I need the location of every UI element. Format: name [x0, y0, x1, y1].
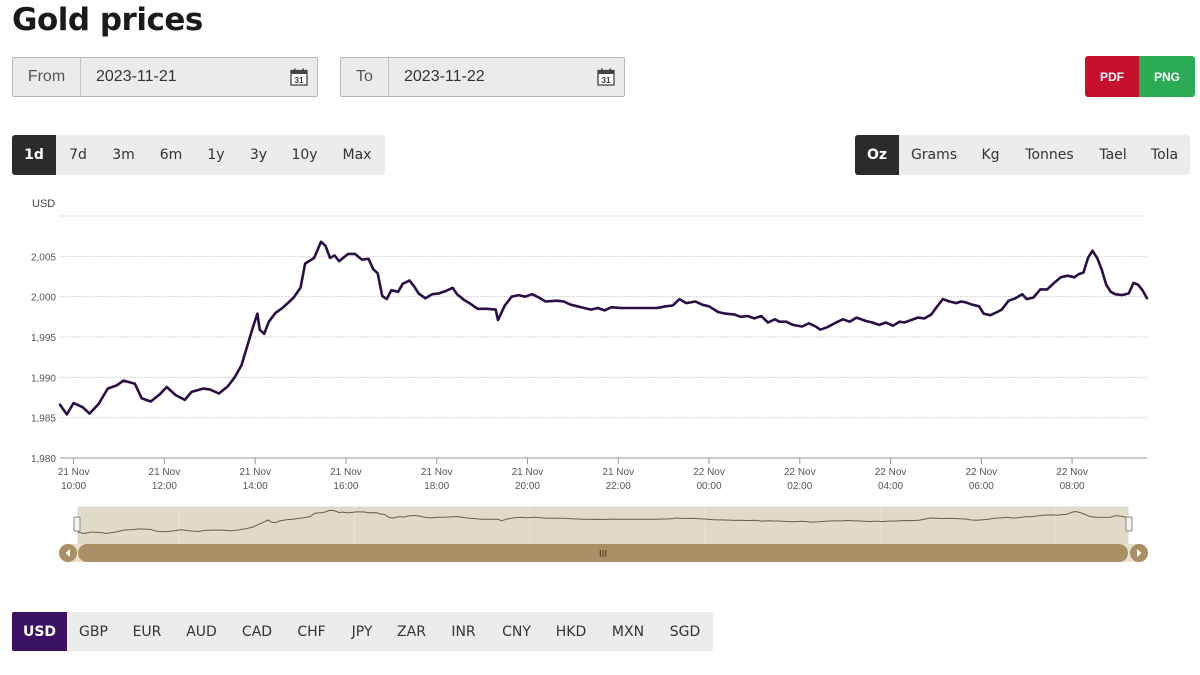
currency-jpy-button[interactable]: JPY — [351, 623, 373, 640]
price-chart: USD 1,980 1,985 1,990 1,995 2,000 2,005 21 No… — [31, 198, 1149, 562]
currency-usd-button[interactable]: USD — [12, 612, 67, 651]
currency-chf-button[interactable]: CHF — [297, 623, 326, 640]
unit-tael-button[interactable]: Tael — [1099, 147, 1127, 163]
unit-kg-button[interactable]: Kg — [981, 147, 1000, 163]
x-axis: 21 Nov 10:00 21 Nov 12:00 21 Nov 14:00 21 Nov 1… — [58, 458, 1088, 492]
y-tick-label: 1,985 — [31, 414, 56, 425]
from-date-value: 2023-11-21 — [96, 68, 177, 85]
y-tick-label: 2,005 — [31, 252, 56, 263]
unit-grams-button[interactable]: Grams — [910, 147, 958, 163]
x-tick-time: 20:00 — [515, 481, 540, 492]
range-7d-button[interactable]: 7d — [69, 147, 87, 163]
currency-aud-button[interactable]: AUD — [186, 623, 217, 640]
range-6m-button[interactable]: 6m — [159, 147, 183, 163]
navigator-series-line — [77, 509, 1129, 535]
pdf-export-button[interactable]: PDF — [1085, 56, 1139, 97]
from-label: From — [13, 58, 81, 96]
arrow-left-icon[interactable] — [59, 544, 77, 562]
range-3y-button[interactable]: 3y — [249, 147, 268, 163]
navigator-gridlines — [178, 507, 1057, 546]
x-tick-time: 12:00 — [152, 481, 177, 492]
scrollbar-grip: III — [599, 549, 607, 560]
currency-eur-button[interactable]: EUR — [132, 623, 162, 640]
x-tick-date: 22 Nov — [965, 467, 997, 478]
currency-cad-button[interactable]: CAD — [241, 623, 273, 640]
x-tick-time: 08:00 — [1060, 481, 1085, 492]
currency-inr-button[interactable]: INR — [451, 623, 476, 640]
y-tick-label: 1,995 — [31, 333, 56, 344]
gold-price-line — [58, 240, 1149, 416]
png-export-button[interactable]: PNG — [1139, 56, 1195, 97]
x-tick-date: 22 Nov — [1056, 467, 1088, 478]
to-date-group: To 2023-11-22 31 — [340, 57, 625, 97]
range-navigator[interactable]: III — [59, 506, 1148, 562]
y-tick-label: 1,980 — [31, 454, 56, 465]
range-10y-button[interactable]: 10y — [291, 147, 318, 163]
chart-gridlines — [60, 215, 1147, 459]
currency-sgd-button[interactable]: SGD — [669, 623, 701, 640]
navigator-left-handle[interactable] — [73, 516, 81, 532]
unit-tola-button[interactable]: Tola — [1150, 147, 1179, 163]
navigator-scrollbar-thumb[interactable] — [78, 544, 1128, 562]
currency-cny-button[interactable]: CNY — [502, 623, 531, 640]
to-date-value: 2023-11-22 — [404, 68, 485, 85]
x-tick-date: 22 Nov — [693, 467, 725, 478]
x-tick-date: 21 Nov — [602, 467, 634, 478]
currency-hkd-button[interactable]: HKD — [555, 623, 587, 640]
x-tick-time: 00:00 — [697, 481, 722, 492]
unit-oz-button[interactable]: Oz — [855, 135, 899, 175]
to-label: To — [341, 58, 389, 96]
y-axis-tick-labels: 1,980 1,985 1,990 1,995 2,000 2,005 — [31, 252, 56, 465]
x-tick-time: 10:00 — [61, 481, 86, 492]
x-tick-date: 22 Nov — [875, 467, 907, 478]
y-tick-label: 1,990 — [31, 373, 56, 384]
unit-tonnes-button[interactable]: Tonnes — [1025, 147, 1074, 163]
x-tick-time: 16:00 — [333, 481, 358, 492]
x-tick-date: 21 Nov — [239, 467, 271, 478]
y-tick-label: 2,000 — [31, 293, 56, 304]
from-date-group: From 2023-11-21 31 — [12, 57, 318, 97]
export-buttons: PDF PNG — [1085, 56, 1195, 97]
range-max-button[interactable]: Max — [342, 147, 372, 163]
x-tick-time: 06:00 — [969, 481, 994, 492]
from-date-input[interactable]: 2023-11-21 31 — [81, 58, 317, 96]
navigator-right-handle[interactable] — [1125, 516, 1133, 532]
currency-mxn-button[interactable]: MXN — [611, 623, 645, 640]
x-tick-date: 21 Nov — [58, 467, 90, 478]
page-title: Gold prices — [12, 2, 203, 38]
range-1y-button[interactable]: 1y — [207, 147, 225, 163]
arrow-right-icon[interactable] — [1130, 544, 1148, 562]
x-tick-date: 21 Nov — [330, 467, 362, 478]
calendar-icon-text: 31 — [602, 76, 611, 85]
x-tick-time: 22:00 — [606, 481, 631, 492]
calendar-icon[interactable]: 31 — [290, 68, 308, 86]
calendar-icon-text: 31 — [295, 76, 304, 85]
y-axis-unit-label: USD — [32, 198, 55, 210]
range-1d-button[interactable]: 1d — [12, 135, 56, 175]
x-tick-date: 22 Nov — [784, 467, 816, 478]
x-tick-time: 02:00 — [787, 481, 812, 492]
x-tick-date: 21 Nov — [149, 467, 181, 478]
navigator-selection[interactable] — [78, 507, 1128, 546]
x-tick-time: 04:00 — [878, 481, 903, 492]
currency-selector: USD GBP EUR AUD CAD CHF JPY ZAR INR CNY … — [12, 612, 713, 651]
x-tick-time: 18:00 — [424, 481, 449, 492]
unit-selector: Oz Grams Kg Tonnes Tael Tola — [855, 135, 1190, 175]
x-tick-date: 21 Nov — [421, 467, 453, 478]
currency-zar-button[interactable]: ZAR — [397, 623, 426, 640]
x-tick-date: 21 Nov — [512, 467, 544, 478]
range-selector: 1d 7d 3m 6m 1y 3y 10y Max — [12, 135, 385, 175]
x-tick-time: 14:00 — [243, 481, 268, 492]
to-date-input[interactable]: 2023-11-22 31 — [389, 58, 624, 96]
calendar-icon[interactable]: 31 — [597, 68, 615, 86]
range-3m-button[interactable]: 3m — [112, 147, 135, 163]
currency-gbp-button[interactable]: GBP — [79, 623, 108, 640]
